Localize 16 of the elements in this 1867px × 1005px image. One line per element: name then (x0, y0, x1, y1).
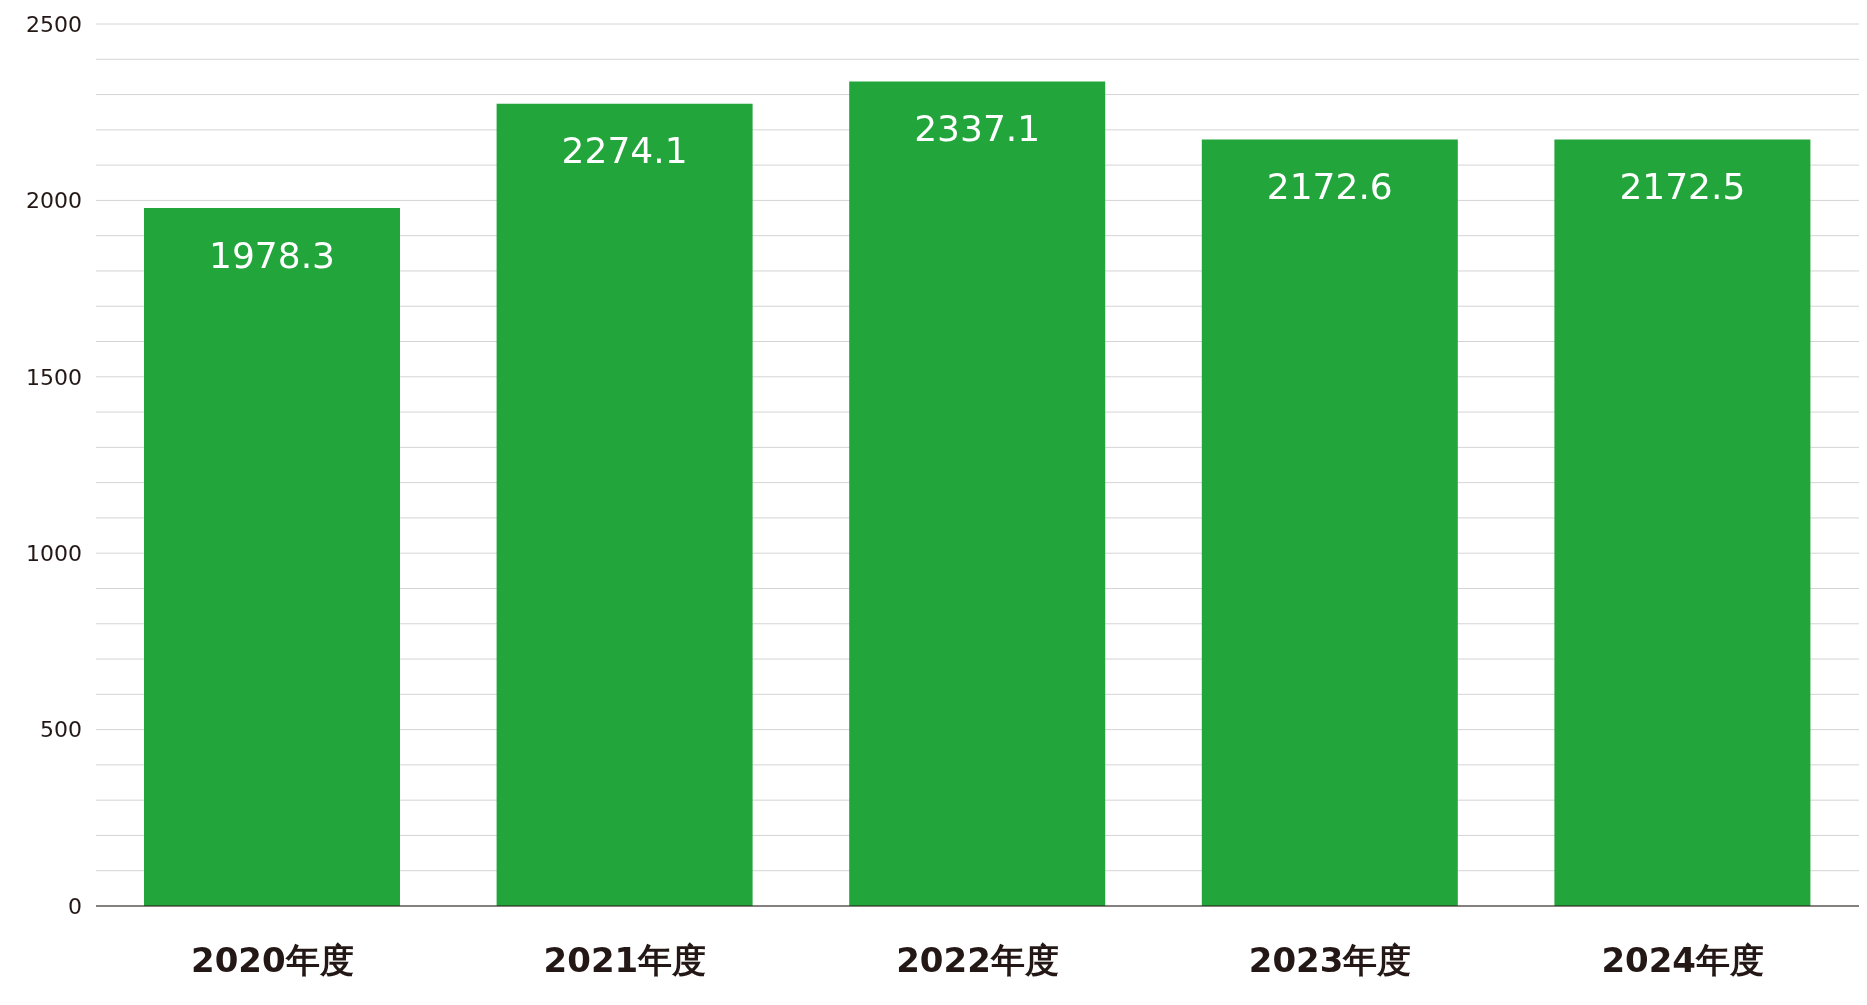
y-tick-label: 0 (68, 893, 82, 919)
data-label: 2274.1 (561, 130, 688, 172)
y-tick-label: 2500 (26, 11, 82, 37)
data-label: 2172.6 (1266, 166, 1393, 208)
data-label: 2337.1 (914, 108, 1041, 150)
x-tick-label: 2023年度 (1248, 940, 1412, 981)
y-tick-label: 1000 (26, 541, 82, 567)
x-tick-label: 2022年度 (896, 940, 1059, 981)
y-tick-label: 500 (40, 717, 82, 743)
y-tick-label: 2000 (26, 188, 82, 214)
x-tick-label: 2024年度 (1601, 940, 1765, 981)
data-label: 1978.3 (209, 234, 335, 276)
data-label: 2172.5 (1619, 166, 1746, 208)
y-tick-label: 1500 (26, 364, 82, 390)
x-tick-label: 2020年度 (190, 940, 354, 981)
x-tick-label: 2021年度 (543, 940, 707, 981)
